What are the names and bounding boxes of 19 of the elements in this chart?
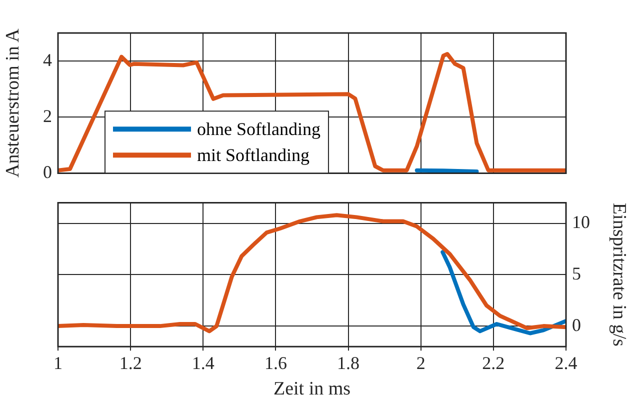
y-axis-title: Ansteuerstrom in A: [2, 28, 24, 178]
legend-label: mit Softlanding: [197, 144, 310, 165]
y-tick-label: 0: [43, 162, 52, 182]
y-tick-label: 5: [572, 263, 581, 284]
x-tick-label: 2: [416, 353, 426, 374]
x-tick-label: 1: [54, 353, 62, 374]
x-tick-label: 1.8: [337, 353, 360, 374]
x-tick-label: 2.4: [554, 353, 578, 374]
x-tick-label: 1.4: [192, 353, 214, 374]
y-tick-label: 4: [43, 50, 52, 70]
y-tick-label: 10: [572, 212, 590, 232]
x-tick-label: 2.2: [482, 353, 505, 374]
x-axis-title: Zeit in ms: [273, 378, 351, 400]
y-tick-label: 2: [43, 106, 52, 126]
x-tick-label: 1.2: [119, 353, 142, 374]
y-axis-title: Einspritzrate in g/s: [608, 202, 630, 346]
x-tick-label: 1.6: [264, 353, 287, 374]
y-tick-label: 0: [572, 314, 581, 335]
legend-label: ohne Softlanding: [197, 118, 320, 139]
